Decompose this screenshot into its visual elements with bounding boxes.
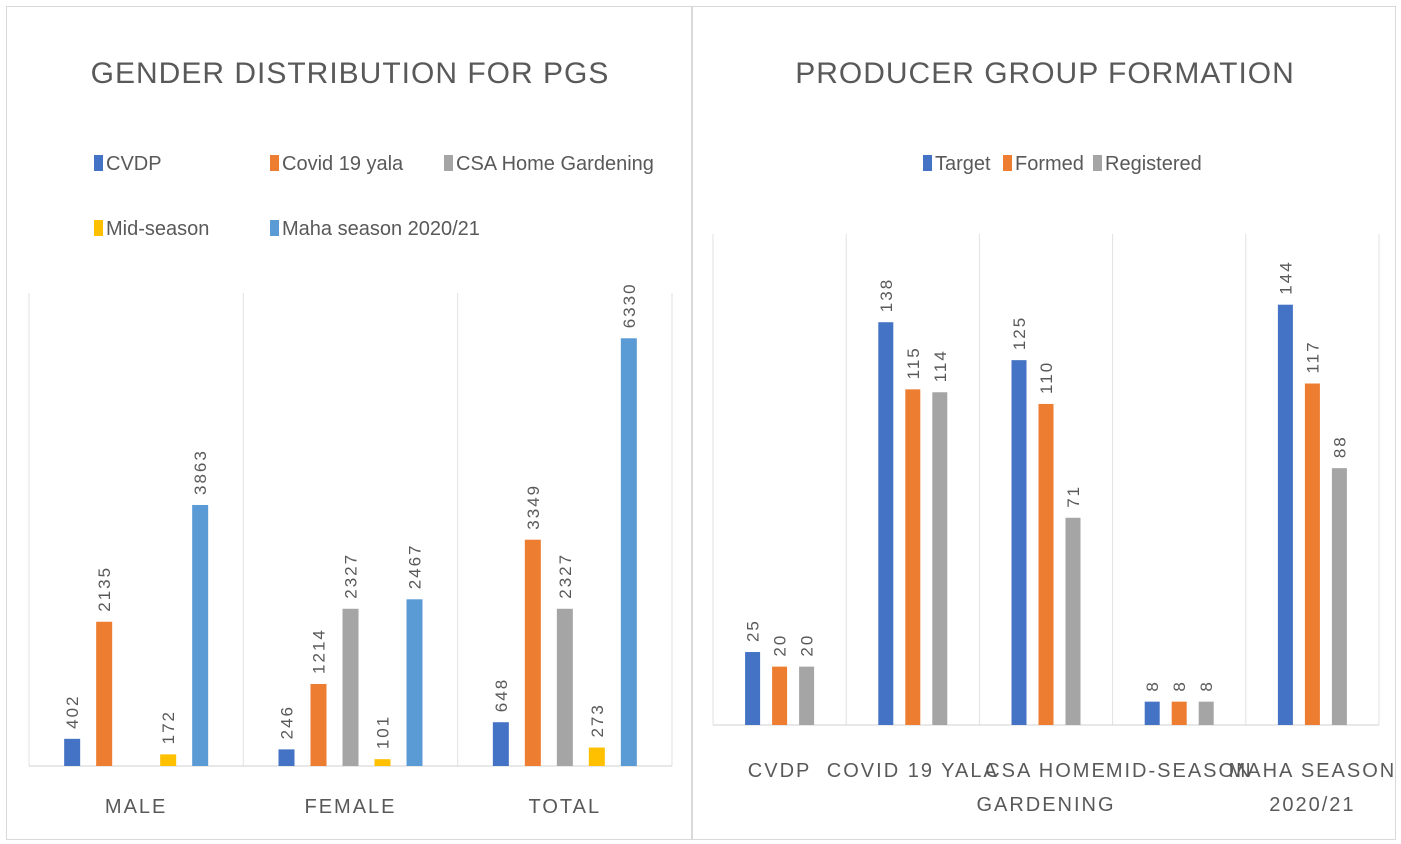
bar-csa-home-gardening (342, 608, 359, 766)
category-label: CVDP (748, 760, 812, 782)
bar-target (1144, 701, 1160, 725)
bar-registered (1198, 701, 1214, 725)
data-label: 2327 (342, 553, 361, 599)
gender-distribution-chart: GENDER DISTRIBUTION FOR PGS CVDP Covid 19… (28, 57, 673, 818)
legend-label-covid-19-yala: Covid 19 yala (282, 153, 404, 175)
data-label: 402 (63, 694, 82, 728)
bar-maha-season-2020-21 (620, 338, 637, 766)
legend-label-registered: Registered (1105, 153, 1202, 175)
legend-label-cvdp: CVDP (106, 153, 162, 175)
bar-csa-home-gardening (556, 608, 573, 766)
data-label: 1214 (310, 628, 329, 674)
bar-target (1011, 360, 1027, 725)
bar-mid-season (588, 747, 605, 766)
bar-registered (932, 392, 948, 725)
bar-covid-19-yala (524, 539, 541, 766)
legend-swatch-registered (1093, 155, 1102, 171)
legend-label-csa-home-gardening: CSA Home Gardening (456, 153, 654, 175)
data-label: 71 (1064, 485, 1083, 508)
legend-swatch-formed (1003, 155, 1012, 171)
legend-label-formed: Formed (1015, 153, 1084, 175)
data-label: 8 (1170, 680, 1189, 691)
legend-swatch-maha-season-2020-21 (270, 220, 279, 236)
data-label: 2327 (556, 553, 575, 599)
data-label: 3863 (191, 449, 210, 495)
data-label: 117 (1303, 340, 1322, 373)
category-label: MALE (105, 796, 167, 818)
chart-title: GENDER DISTRIBUTION FOR PGS (91, 57, 610, 90)
data-label: 25 (744, 619, 763, 642)
category-label: TOTAL (529, 796, 602, 818)
data-label: 20 (771, 634, 790, 657)
data-label: 114 (931, 349, 950, 382)
legend-swatch-target (923, 155, 932, 171)
data-label: 144 (1276, 260, 1295, 294)
bar-maha-season-2020-21 (406, 599, 423, 766)
legend-label-target: Target (935, 153, 991, 175)
bar-formed (1038, 403, 1054, 725)
bar-registered (1065, 517, 1081, 725)
data-label: 648 (492, 678, 511, 712)
category-label: GARDENING (976, 794, 1115, 816)
data-label: 8 (1197, 680, 1216, 691)
bar-registered (1331, 468, 1347, 725)
bar-registered (799, 666, 815, 725)
data-label: 2135 (95, 566, 114, 612)
bar-mid-season (160, 754, 177, 766)
bar-mid-season (374, 759, 391, 766)
category-label: MID-SEASON (1106, 760, 1253, 782)
legend-swatch-covid-19-yala (270, 155, 279, 171)
data-label: 2467 (406, 543, 425, 589)
bar-target (745, 652, 761, 725)
legend-swatch-csa-home-gardening (444, 155, 453, 171)
data-label: 88 (1330, 435, 1349, 458)
category-label: CSA HOME (985, 760, 1107, 782)
legend-label-mid-season: Mid-season (106, 218, 209, 240)
category-label: MAHA SEASON (1229, 760, 1397, 782)
data-label: 138 (877, 278, 896, 312)
bar-formed (1304, 383, 1320, 725)
legend-label-maha-season-2020-21: Maha season 2020/21 (282, 218, 480, 240)
category-label: 2020/21 (1269, 794, 1355, 816)
data-label: 125 (1010, 316, 1029, 350)
bar-cvdp (278, 749, 295, 766)
data-label: 172 (159, 710, 178, 744)
bar-cvdp (64, 738, 81, 766)
bar-formed (772, 666, 788, 725)
bar-covid-19-yala (310, 683, 327, 766)
category-label: COVID 19 YALA (827, 760, 999, 782)
data-label: 110 (1037, 361, 1056, 394)
data-label: 273 (588, 703, 607, 737)
data-label: 246 (278, 705, 297, 739)
data-label: 115 (904, 346, 923, 379)
data-label: 101 (374, 715, 393, 749)
producer-group-chart: PRODUCER GROUP FORMATION Target Formed Reg… (712, 57, 1397, 816)
category-label: FEMALE (304, 796, 396, 818)
data-label: 3349 (524, 484, 543, 530)
legend-swatch-mid-season (94, 220, 103, 236)
data-label: 8 (1143, 680, 1162, 691)
bar-maha-season-2020-21 (192, 504, 209, 766)
bar-target (1277, 304, 1293, 725)
bar-covid-19-yala (96, 621, 113, 766)
bar-target (878, 322, 894, 725)
producer-group-chart-panel: PRODUCER GROUP FORMATION Target Formed Reg… (692, 6, 1396, 840)
legend-swatch-cvdp (94, 155, 103, 171)
data-label: 6330 (620, 282, 639, 328)
data-label: 20 (798, 634, 817, 657)
bar-cvdp (492, 722, 509, 766)
chart-title: PRODUCER GROUP FORMATION (795, 57, 1295, 90)
gender-distribution-chart-panel: GENDER DISTRIBUTION FOR PGS CVDP Covid 19… (6, 6, 692, 840)
bar-formed (905, 389, 921, 725)
bar-formed (1171, 701, 1187, 725)
